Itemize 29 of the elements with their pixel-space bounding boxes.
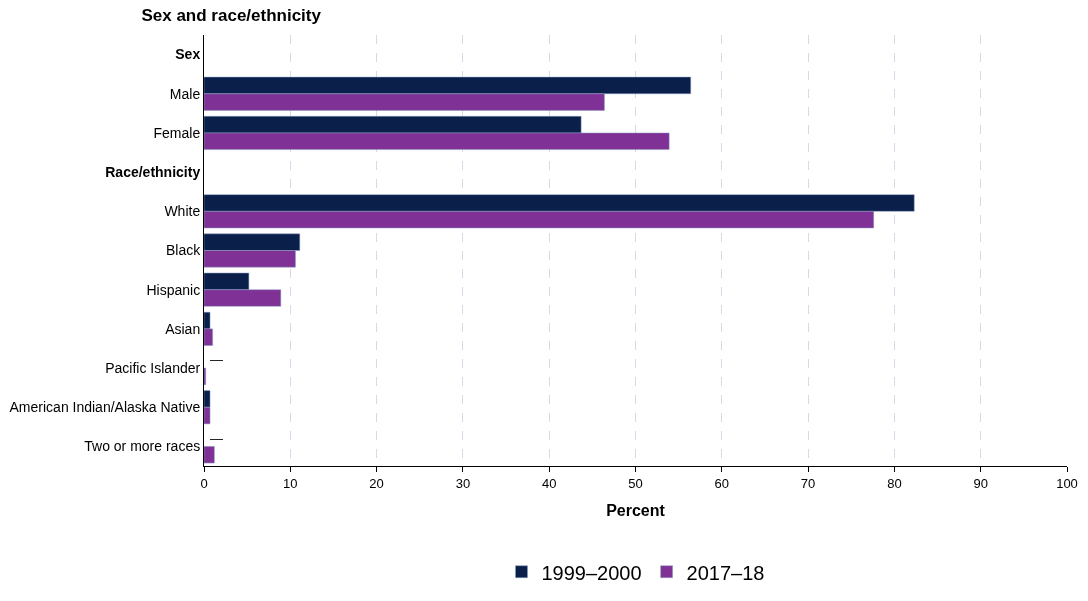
text: — [210, 431, 223, 446]
y-tick-label: White [164, 203, 201, 220]
x-tick-label: 40 [541, 475, 557, 491]
y-tick-label: Sex [175, 46, 201, 63]
x-tick-label: 80 [887, 475, 902, 491]
text: — [210, 352, 223, 367]
y-tick-label: Female [153, 124, 201, 141]
bar [204, 446, 215, 464]
y-tick-label: Race/ethnicity [105, 164, 201, 181]
y-tick-label: American Indian/Alaska Native [9, 399, 201, 416]
y-tick-label: Two or more races [84, 438, 201, 455]
x-tick-label: 60 [714, 475, 730, 491]
chart-title: Sex and race/ethnicity [141, 5, 322, 25]
x-tick-label: 90 [973, 475, 988, 491]
x-tick-label: 20 [369, 475, 384, 491]
x-tick-label: 70 [800, 475, 816, 491]
x-tick-label: 10 [283, 475, 298, 491]
x-tick-label: 50 [628, 475, 643, 491]
x-tick-label: 100 [1056, 475, 1078, 491]
x-tick-label: 0 [200, 475, 208, 491]
x-tick-label: 30 [455, 475, 471, 491]
y-tick-label: Black [165, 242, 202, 259]
y-tick-label: Male [169, 85, 201, 102]
legend-label: 1999–2000 [541, 561, 642, 584]
y-tick-label: Hispanic [146, 281, 201, 298]
legend-label: 2017–18 [686, 561, 765, 584]
y-tick-label: Asian [165, 320, 201, 337]
y-tick-label: Pacific Islander [105, 359, 201, 376]
x-axis-title: Percent [606, 502, 666, 520]
